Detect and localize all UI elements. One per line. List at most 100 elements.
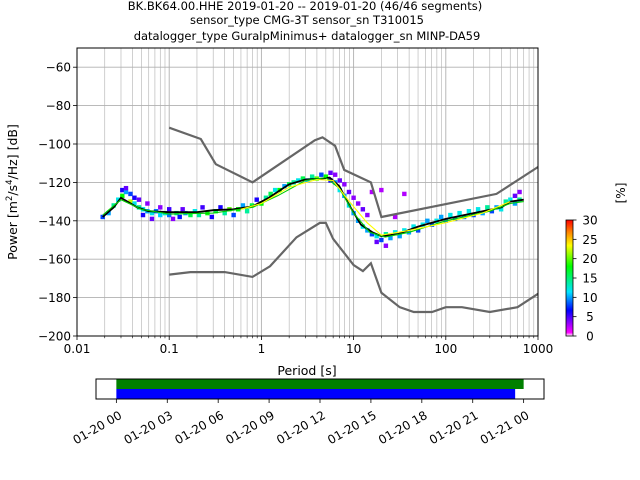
y-tick-label: −120: [38, 176, 71, 190]
x-axis-label: Period [s]: [277, 363, 336, 378]
density-cell: [128, 191, 133, 197]
density-cell: [337, 178, 342, 183]
density-cell: [177, 214, 182, 220]
density-cell: [388, 235, 393, 241]
density-cell: [369, 232, 375, 237]
psd-curve: [240, 178, 511, 236]
x-axis-ticks: 0.01 0.1 1 10 100 1000: [64, 336, 554, 356]
timeline-tick-label: 01-20 06: [172, 408, 226, 447]
chart-title: BK.BK64.00.HHE 2019-01-20 -- 2019-01-20 …: [128, 0, 482, 43]
x-tick-label: 1000: [523, 342, 554, 356]
timeline-tick-label: 01-21 00: [478, 408, 532, 447]
colorbar-tick-label: 20: [582, 252, 597, 266]
colorbar-tick-label: 30: [582, 214, 597, 228]
y-axis-label-sup: 4: [5, 179, 15, 184]
density-cell: [174, 210, 179, 216]
colorbar-tick-label: 0: [586, 330, 594, 344]
y-axis-label-sup: 2: [5, 196, 15, 201]
y-axis-label: Power [m2/s4/Hz] [dB]: [5, 124, 20, 260]
density-cell: [158, 205, 163, 210]
density-cell: [489, 209, 495, 214]
y-axis-label-part: /s: [5, 185, 20, 196]
density-cell: [200, 205, 205, 210]
density-cell: [332, 172, 338, 177]
density-cell: [448, 212, 453, 218]
density-cell: [475, 207, 481, 212]
colorbar-tick-label: 10: [582, 291, 597, 305]
y-tick-label: −200: [38, 330, 71, 344]
colorbar: 0 5 10 15 20 25 30 [%]: [565, 183, 628, 344]
density-cell: [415, 228, 421, 233]
density-cell: [149, 216, 155, 222]
title-line-3: datalogger_type GuralpMinimus+ datalogge…: [134, 29, 481, 43]
density-cell: [209, 214, 215, 220]
density-cell: [145, 201, 150, 206]
density-cell: [342, 182, 347, 187]
density-cell: [132, 195, 137, 200]
density-cell: [466, 209, 472, 214]
density-cell: [192, 209, 198, 214]
y-axis-label-part: Power [m: [5, 201, 20, 260]
coverage-bar: [116, 379, 524, 389]
density-cell: [263, 195, 269, 200]
y-tick-label: −100: [38, 138, 71, 152]
density-cell: [120, 187, 125, 193]
timeline-tick-label: 01-20 15: [325, 408, 379, 447]
density-cell: [106, 210, 111, 216]
colorbar-tick-label: 15: [582, 272, 597, 286]
density-cell: [136, 197, 142, 202]
timeline-tick-label: 01-20 21: [427, 408, 481, 447]
density-cell: [457, 210, 462, 216]
density-cell: [249, 203, 255, 208]
title-line-2: sensor_type CMG-3T sensor_sn T310015: [190, 13, 424, 27]
density-cell: [140, 212, 146, 218]
density-cell: [425, 218, 430, 223]
y-axis-ticks: −60 −80 −100 −120 −140 −160 −180 −200: [38, 61, 77, 344]
density-cell: [392, 214, 398, 220]
timeline-tick-label: 01-20 18: [376, 408, 430, 447]
psd-curve: [102, 177, 524, 238]
density-cell: [128, 199, 133, 204]
density-cell: [485, 205, 490, 210]
density-cell: [438, 214, 444, 220]
density-cell: [231, 212, 236, 218]
density-cell: [328, 170, 333, 175]
colorbar-label: [%]: [614, 183, 628, 204]
y-tick-label: −60: [46, 61, 71, 75]
psd-curves: [102, 176, 524, 238]
density-cell: [300, 176, 306, 181]
density-cell: [188, 212, 193, 218]
density-cell: [180, 207, 185, 212]
density-cell: [346, 189, 352, 195]
colorbar-gradient: [565, 219, 574, 337]
density-cell: [379, 187, 384, 193]
density-cell: [196, 212, 202, 218]
x-tick-label: 0.01: [64, 342, 91, 356]
density-cell: [158, 212, 163, 218]
density-cell: [512, 193, 518, 199]
timeline-tick-label: 01-20 03: [121, 408, 175, 447]
density-cell: [282, 184, 287, 189]
colorbar-tick-label: 5: [586, 310, 594, 324]
density-cell: [254, 197, 259, 202]
density-cell: [123, 185, 129, 191]
density-cell: [132, 201, 137, 206]
density-cell: [272, 187, 278, 193]
density-cell: [383, 243, 389, 248]
x-tick-label: 0.1: [160, 342, 179, 356]
density-cell: [222, 210, 227, 216]
noise-model-high: [168, 126, 538, 219]
density-cell: [402, 228, 407, 233]
density-cell: [374, 233, 379, 239]
density-cell: [149, 210, 155, 216]
noise-models: [168, 126, 538, 314]
density-cell: [309, 174, 315, 179]
density-cell: [351, 195, 356, 200]
density-cell: [170, 216, 176, 222]
density-cell: [374, 239, 379, 245]
density-cell: [123, 189, 129, 195]
density-cell: [397, 233, 402, 239]
density-cell: [498, 207, 504, 212]
density-cell: [296, 178, 301, 183]
